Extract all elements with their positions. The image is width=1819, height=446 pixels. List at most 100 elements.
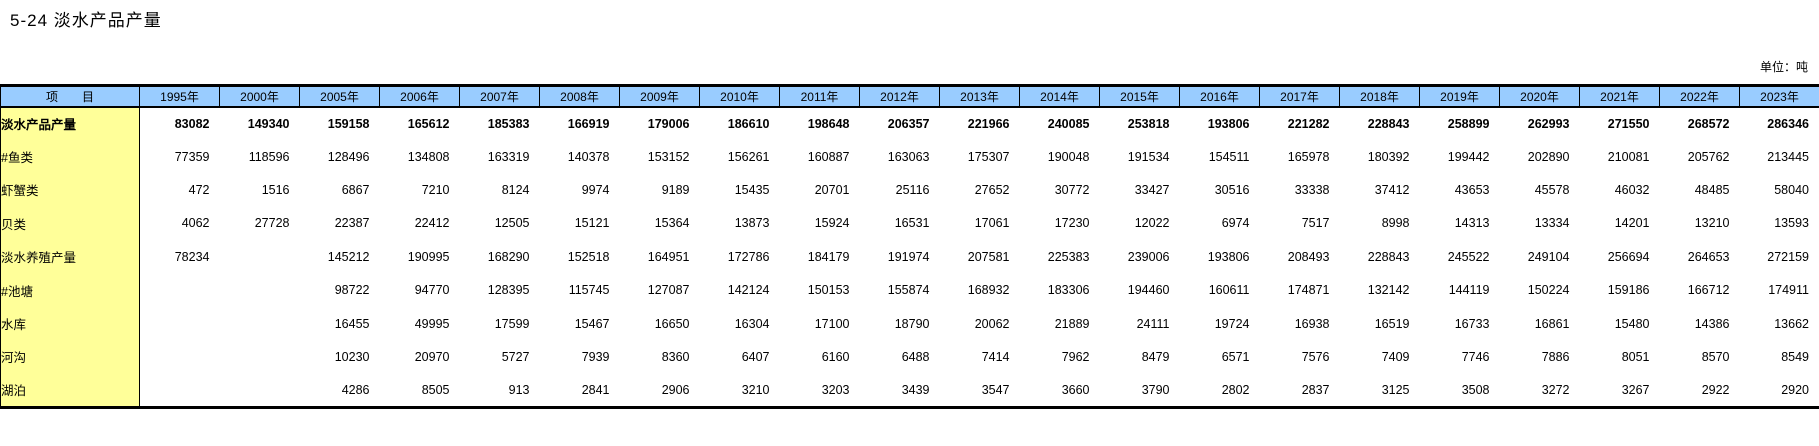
value-cell: 205762 [1659, 139, 1740, 174]
value-cell: 174871 [1259, 273, 1340, 307]
row-label: 水库 [0, 306, 140, 341]
row-label: 淡水产品产量 [0, 106, 140, 140]
value-cell: 239006 [1099, 240, 1180, 274]
value-cell: 37412 [1339, 173, 1420, 207]
year-header: 2017年 [1259, 85, 1340, 108]
value-cell: 6867 [299, 173, 380, 207]
value-cell [139, 373, 220, 408]
value-cell: 207581 [939, 240, 1020, 274]
value-cell: 77359 [139, 139, 220, 174]
value-cell: 15364 [619, 206, 700, 241]
value-cell: 2906 [619, 373, 700, 408]
value-cell: 472 [139, 173, 220, 207]
value-cell: 194460 [1099, 273, 1180, 307]
value-cell: 30772 [1019, 173, 1100, 207]
value-cell: 16304 [699, 306, 780, 341]
value-cell: 8051 [1579, 340, 1660, 374]
value-cell: 155874 [859, 273, 940, 307]
value-cell: 264653 [1659, 240, 1740, 274]
year-header: 2011年 [779, 85, 860, 108]
value-cell: 9974 [539, 173, 620, 207]
value-cell: 3125 [1339, 373, 1420, 408]
value-cell: 6407 [699, 340, 780, 374]
table-row: #池塘 98722 94770 128395 115745 127087 142124 150… [0, 273, 1819, 307]
value-cell: 258899 [1419, 106, 1500, 140]
value-cell: 175307 [939, 139, 1020, 174]
value-cell: 183306 [1019, 273, 1100, 307]
value-cell: 190048 [1019, 139, 1100, 174]
value-cell: 213445 [1739, 139, 1819, 174]
value-cell: 202890 [1499, 139, 1580, 174]
value-cell: 286346 [1739, 106, 1819, 140]
value-cell [219, 240, 300, 274]
value-cell: 186610 [699, 106, 780, 140]
table-body: 淡水产品产量 83082 149340 159158 165612 185383 16691… [0, 106, 1819, 408]
value-cell: 156261 [699, 139, 780, 174]
value-cell: 24111 [1099, 306, 1180, 341]
header-row: 项 目 1995年 2000年 2005年 2006年 2007年 2008年 2009年 2… [0, 85, 1819, 108]
value-cell [219, 340, 300, 374]
value-cell: 7886 [1499, 340, 1580, 374]
value-cell: 8124 [459, 173, 540, 207]
value-cell: 12022 [1099, 206, 1180, 241]
value-cell: 3203 [779, 373, 860, 408]
value-cell: 16531 [859, 206, 940, 241]
value-cell: 150153 [779, 273, 860, 307]
value-cell: 9189 [619, 173, 700, 207]
value-cell: 127087 [619, 273, 700, 307]
value-cell: 128395 [459, 273, 540, 307]
value-cell: 228843 [1339, 240, 1420, 274]
value-cell: 4286 [299, 373, 380, 408]
value-cell: 33427 [1099, 173, 1180, 207]
value-cell: 7939 [539, 340, 620, 374]
row-label: 淡水养殖产量 [0, 240, 140, 274]
value-cell: 3547 [939, 373, 1020, 408]
value-cell: 144119 [1419, 273, 1500, 307]
value-cell: 43653 [1419, 173, 1500, 207]
row-label: #鱼类 [0, 139, 140, 174]
value-cell: 228843 [1339, 106, 1420, 140]
value-cell: 13873 [699, 206, 780, 241]
year-header: 2022年 [1659, 85, 1740, 108]
value-cell: 16650 [619, 306, 700, 341]
value-cell: 134808 [379, 139, 460, 174]
year-header: 2019年 [1419, 85, 1500, 108]
value-cell: 168290 [459, 240, 540, 274]
value-cell: 48485 [1659, 173, 1740, 207]
value-cell: 13593 [1739, 206, 1819, 241]
value-cell: 193806 [1179, 240, 1260, 274]
value-cell: 2841 [539, 373, 620, 408]
value-cell: 45578 [1499, 173, 1580, 207]
value-cell: 7962 [1019, 340, 1100, 374]
value-cell: 153152 [619, 139, 700, 174]
value-cell: 14386 [1659, 306, 1740, 341]
row-label: #池塘 [0, 273, 140, 307]
value-cell: 166919 [539, 106, 620, 140]
value-cell: 5727 [459, 340, 540, 374]
value-cell: 6160 [779, 340, 860, 374]
year-header: 2000年 [219, 85, 300, 108]
value-cell: 253818 [1099, 106, 1180, 140]
value-cell: 7746 [1419, 340, 1500, 374]
value-cell: 262993 [1499, 106, 1580, 140]
value-cell: 132142 [1339, 273, 1420, 307]
value-cell: 13210 [1659, 206, 1740, 241]
row-label: 贝类 [0, 206, 140, 241]
value-cell: 15467 [539, 306, 620, 341]
value-cell: 249104 [1499, 240, 1580, 274]
value-cell: 22387 [299, 206, 380, 241]
value-cell: 191974 [859, 240, 940, 274]
value-cell: 2802 [1179, 373, 1260, 408]
value-cell: 1516 [219, 173, 300, 207]
value-cell: 27728 [219, 206, 300, 241]
year-header: 2021年 [1579, 85, 1660, 108]
value-cell: 115745 [539, 273, 620, 307]
value-cell: 142124 [699, 273, 780, 307]
value-cell: 160887 [779, 139, 860, 174]
value-cell: 6488 [859, 340, 940, 374]
value-cell: 174911 [1739, 273, 1819, 307]
table-row: 虾蟹类 472 1516 6867 7210 8124 9974 9189 15435 20701… [0, 173, 1819, 207]
value-cell: 17230 [1019, 206, 1100, 241]
value-cell: 164951 [619, 240, 700, 274]
